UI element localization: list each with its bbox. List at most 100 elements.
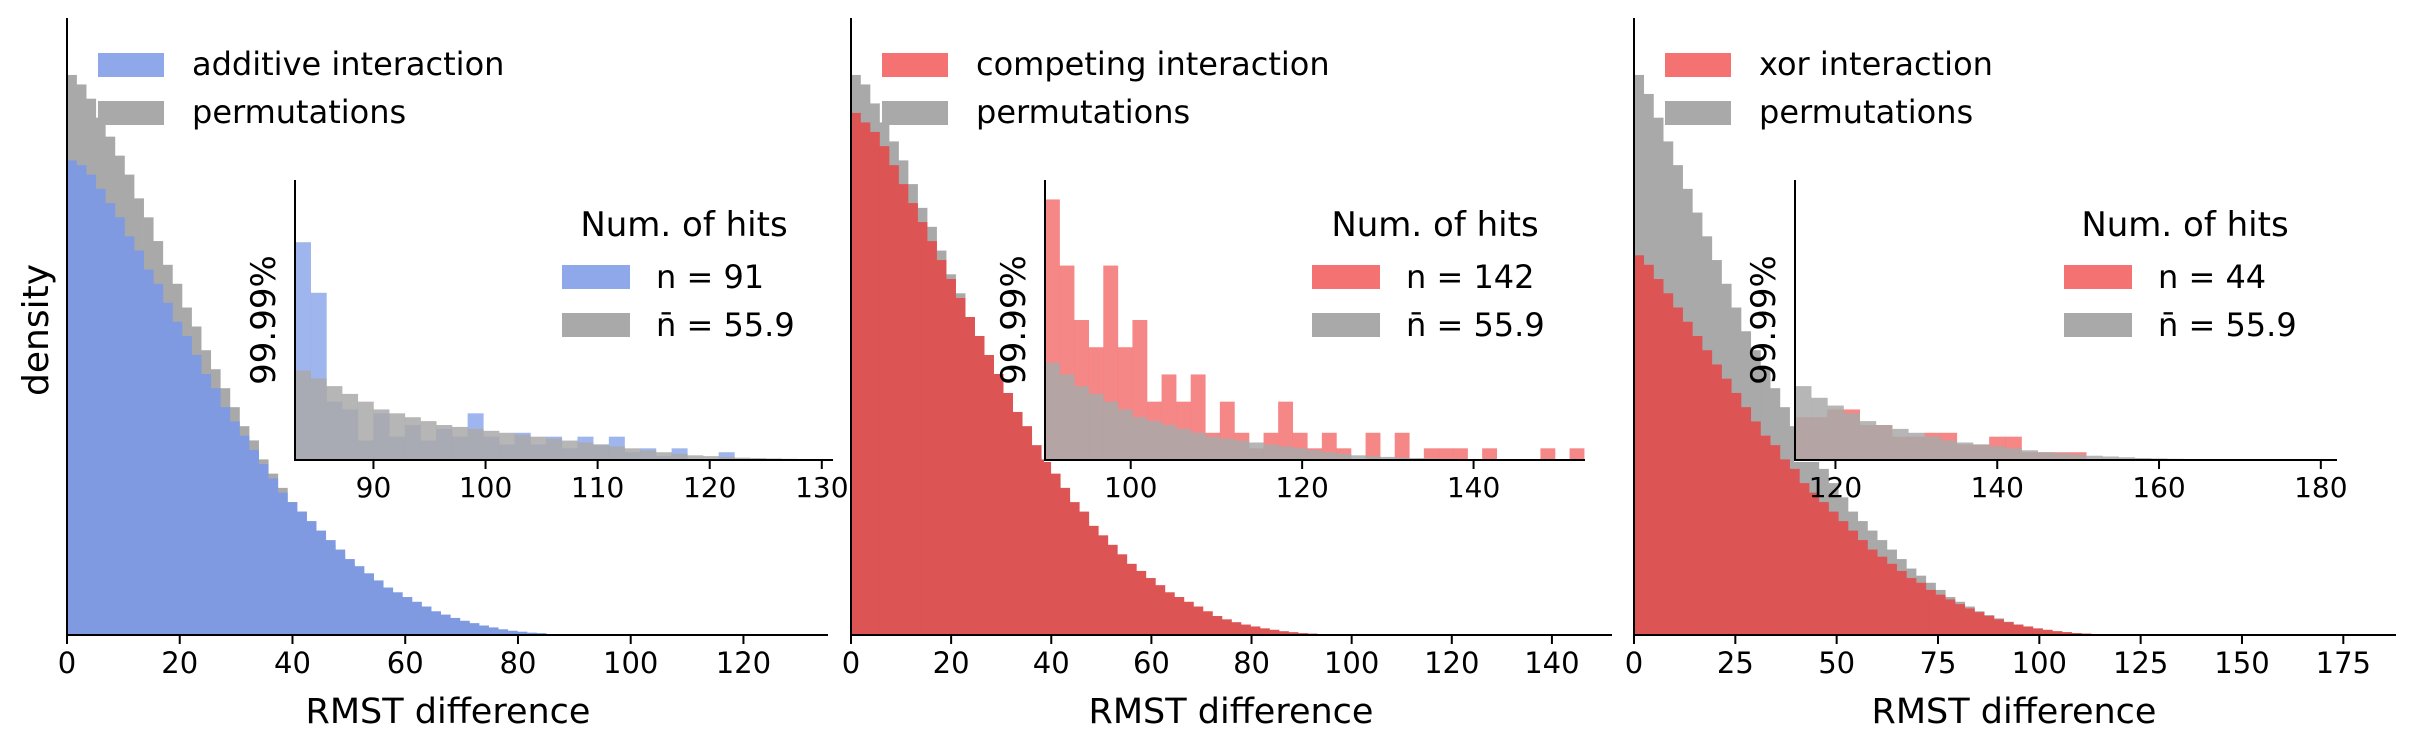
main-bar-xor-interaction [1692,335,1703,635]
inset-bars [1045,199,1585,460]
inset-legend-swatch-hits [1312,265,1380,289]
inset-bar-permutations [1827,405,1844,460]
inset-bar-permutations [1811,397,1828,460]
inset-legend-perm: n̄ = 55.9 [656,306,795,344]
inset-bar-permutations [1088,393,1104,460]
inset-legend-hits: n = 142 [1406,258,1535,296]
inset-bar-permutations [436,425,453,460]
inset-bar-permutations [1059,374,1075,460]
panel-competing: 0 20 40 60 80 100 120 140 RMST difference compe… [842,18,1612,732]
inset-bar-permutations [1351,455,1366,460]
main-bars [67,74,547,636]
main-bar-additive-interaction [210,388,221,635]
inset-bar-permutations [1365,456,1381,460]
main-bar-xor-interaction [1750,421,1761,635]
main-bar-additive-interaction [316,530,327,635]
main-bar-additive-interaction [335,549,346,635]
inset-bar-permutations [718,456,735,460]
inset-x-tick-label: 100 [1104,471,1157,504]
main-bar-additive-interaction [344,559,355,635]
inset-bar-permutations [1190,432,1206,460]
main-bar-xor-interaction [1877,556,1888,635]
inset-bar-permutations [1892,428,1909,460]
main-bar-competing-interaction [851,112,861,636]
inset-legend-swatch-hits [562,265,630,289]
main-bar-xor-interaction [1867,549,1878,635]
main-bar-additive-interaction [421,606,432,635]
main-x-tick-label: 100 [603,646,658,680]
main-x-tick-label: 120 [1424,646,1479,680]
main-bar-competing-interaction [1041,459,1052,635]
main-bar-additive-interaction [67,160,77,635]
main-bar-competing-interaction [1126,563,1137,635]
main-bar-additive-interaction [239,435,250,635]
main-bar-competing-interaction [1079,511,1090,635]
inset-legend-title: Num. of hits [2081,205,2288,245]
inset-bar-permutations [2118,457,2136,460]
main-x-ticks: 0 25 50 75 100 125 150 175 [1625,635,2371,680]
inset-y-label: 99.99% [244,255,284,385]
inset-bar-permutations [326,386,343,460]
inset-legend-perm: n̄ = 55.9 [2158,306,2297,344]
inset-bar-permutations [1147,421,1162,460]
inset-bar-permutations [655,452,672,460]
legend-swatch-xor [1665,53,1731,77]
main-bar-additive-interaction [469,623,480,635]
main-bar-xor-interaction [1935,594,1946,635]
legend-label-permutations: permutations [192,93,406,131]
inset-bar-permutations [1394,457,1410,460]
main-bar-xor-interaction [1984,616,1995,635]
inset-legend-title: Num. of hits [580,205,787,245]
main-bar-additive-interaction [229,421,240,635]
main-bar-competing-interaction [870,131,880,635]
legend-swatch-permutations [1665,101,1731,125]
main-bar-additive-interaction [143,269,154,635]
main-bar-additive-interaction [258,464,269,635]
main-bar-additive-interaction [373,580,384,635]
inset-bar-permutations [671,453,688,460]
inset-legend-swatch-perm [562,313,630,337]
inset-bar-permutations [687,455,704,460]
inset-bar-permutations [593,444,610,460]
inset-bar-permutations [530,436,547,460]
inset-bar-additive [718,452,735,460]
main-bar-xor-interaction [2032,628,2043,635]
main-bar-additive-interaction [201,373,212,635]
inset-x-tick-label: 140 [1971,471,2024,504]
inset-bar-permutations [2086,455,2103,460]
main-bar-xor-interaction [1818,502,1829,635]
main-bar-additive-interaction [440,614,451,635]
main-bar-xor-interaction [1663,293,1674,635]
main-bar-xor-interaction [1711,364,1722,635]
inset-bar-permutations [357,401,374,460]
inset-bar-permutations [2037,452,2055,460]
main-bar-competing-interaction [1107,544,1118,635]
main-bar-additive-interaction [153,283,164,635]
main-bar-xor-interaction [2013,624,2024,635]
inset-bar-permutations [2053,453,2071,460]
legend-swatch-permutations [882,101,948,125]
main-x-tick-label: 100 [2012,646,2067,680]
inset-bar-competing [1569,448,1585,460]
main-bar-xor-interaction [1857,540,1868,635]
main-bar-additive-interaction [162,302,173,635]
main-bar-xor-interaction [1974,612,1985,635]
inset-bar-permutations [1940,440,1958,460]
inset-bar-permutations [295,370,311,460]
main-bar-additive-interaction [182,335,192,635]
inset-bar-permutations [1278,446,1294,460]
main-bar-xor-interaction [1809,492,1820,635]
main-x-ticks: 0 20 40 60 80 100 120 140 [842,635,1580,680]
main-bar-additive-interaction [220,407,231,635]
main-bar-competing-interaction [984,354,994,635]
inset-bar-competing [1278,401,1294,460]
main-bar-xor-interaction [1731,392,1742,635]
legend-label-permutations: permutations [976,93,1190,131]
main-x-tick-label: 25 [1717,646,1754,680]
inset-y-label: 99.99% [1744,255,1784,385]
inset-y-label: 99.99% [994,255,1034,385]
main-bar-competing-interaction [936,260,947,635]
main-bar-competing-interaction [1003,392,1014,635]
inset-x-tick-label: 130 [795,471,848,504]
